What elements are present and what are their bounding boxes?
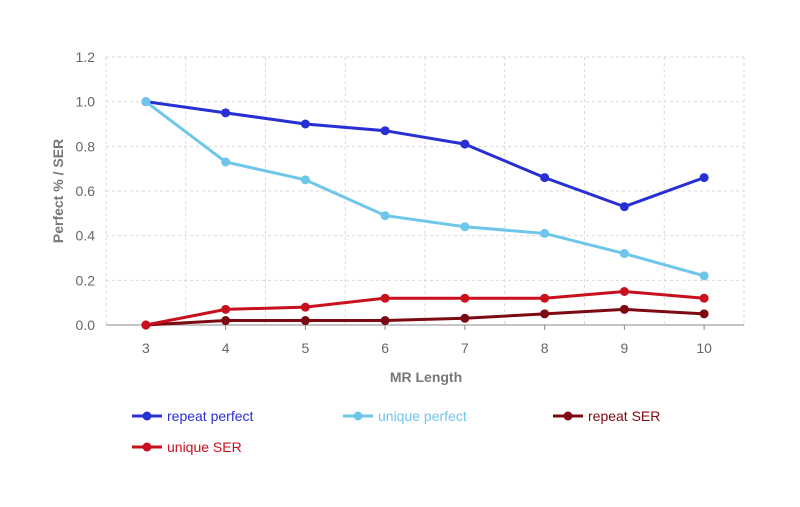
legend-swatch-marker [142, 442, 152, 452]
legend: repeat perfect unique perfect repeat SER un… [132, 408, 660, 455]
axes [106, 324, 744, 330]
y-axis-title: Perfect % / SER [50, 139, 66, 243]
series-line-unique-ser [144, 290, 706, 327]
legend-item-unique-perfect: unique perfect [343, 408, 467, 424]
data-point-unique-ser [540, 293, 550, 303]
data-point-repeat-perfect [300, 119, 310, 129]
data-point-unique-ser [460, 293, 470, 303]
x-axis-title: MR Length [390, 369, 462, 385]
series-group [141, 97, 709, 330]
data-point-unique-ser [619, 287, 629, 296]
legend-label: repeat SER [588, 408, 660, 424]
y-tick-label: 0.6 [76, 183, 96, 199]
legend-item-unique-ser: unique SER [132, 439, 242, 455]
y-tick-label: 0.2 [76, 272, 96, 288]
series-unique-ser [141, 287, 709, 330]
data-point-unique-perfect [141, 97, 151, 107]
data-point-unique-perfect [300, 175, 310, 185]
data-point-unique-ser [300, 302, 310, 312]
x-tick-label: 10 [696, 340, 712, 356]
x-tick-label: 8 [541, 340, 549, 356]
legend-swatch-marker [142, 411, 152, 421]
data-point-unique-perfect [540, 228, 550, 238]
y-tick-label: 0.4 [76, 228, 96, 244]
data-point-repeat-ser [699, 309, 709, 319]
y-tick-label: 1.0 [76, 94, 96, 110]
data-point-repeat-ser [540, 309, 550, 319]
data-point-repeat-perfect [380, 126, 390, 136]
legend-label: unique perfect [378, 408, 467, 424]
series-unique-perfect [141, 97, 709, 281]
data-point-repeat-perfect [221, 108, 231, 118]
data-point-repeat-ser [460, 313, 470, 323]
data-point-repeat-perfect [699, 173, 709, 183]
data-point-repeat-ser [619, 304, 629, 314]
x-tick-label: 6 [381, 340, 389, 356]
grid-lines [105, 56, 745, 325]
x-tick-label: 3 [142, 340, 150, 356]
x-tick-label: 4 [222, 340, 230, 356]
legend-item-repeat-perfect: repeat perfect [132, 408, 253, 424]
data-point-unique-ser [221, 304, 231, 314]
data-point-repeat-ser [221, 316, 231, 326]
y-tick-label: 0.8 [76, 138, 96, 154]
series-line-unique-perfect [144, 100, 706, 278]
series-line-repeat-perfect [144, 100, 706, 209]
data-point-repeat-perfect [619, 202, 629, 212]
data-point-unique-perfect [619, 249, 629, 259]
data-point-unique-ser [380, 293, 390, 303]
y-tick-label: 1.2 [76, 49, 96, 65]
data-point-repeat-ser [380, 316, 390, 326]
data-point-unique-perfect [380, 211, 390, 221]
legend-label: unique SER [167, 439, 242, 455]
y-tick-label: 0.0 [76, 317, 96, 333]
data-point-unique-perfect [221, 157, 231, 167]
legend-label: repeat perfect [167, 408, 253, 424]
legend-swatch-marker [353, 411, 363, 421]
legend-swatch-marker [563, 411, 573, 421]
data-point-repeat-perfect [540, 173, 550, 183]
data-point-unique-perfect [699, 271, 709, 281]
data-point-repeat-perfect [460, 139, 470, 149]
series-line-repeat-ser [144, 307, 706, 327]
legend-item-repeat-ser: repeat SER [553, 408, 660, 424]
data-point-repeat-ser [300, 316, 310, 326]
data-point-unique-perfect [460, 222, 470, 232]
x-tick-label: 7 [461, 340, 469, 356]
data-point-unique-ser [141, 320, 151, 330]
y-tick-labels: 0.0 0.2 0.4 0.6 0.8 1.0 1.2 [76, 49, 96, 333]
data-point-unique-ser [699, 293, 709, 303]
x-tick-label: 9 [620, 340, 628, 356]
x-tick-label: 5 [301, 340, 309, 356]
x-tick-labels: 3 4 5 6 7 8 9 10 [142, 340, 712, 356]
